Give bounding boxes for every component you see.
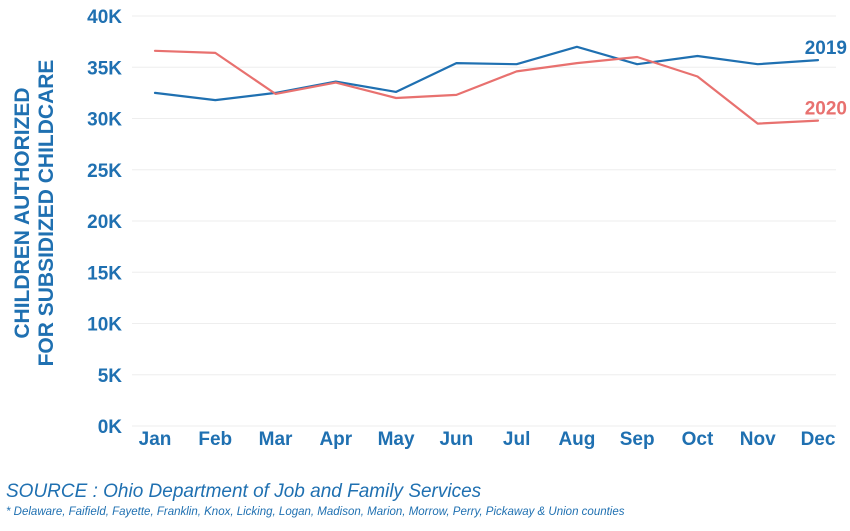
x-tick-label: Sep	[620, 429, 655, 450]
x-tick-label: Dec	[801, 429, 836, 450]
series-lines	[153, 45, 820, 125]
x-tick-label: Mar	[259, 429, 293, 450]
y-tick-label: 30K	[87, 110, 122, 131]
y-tick-label: 10K	[87, 315, 122, 336]
x-tick-label: Oct	[682, 429, 714, 450]
x-tick-label: Nov	[740, 429, 776, 450]
series-label-2019: 2019	[805, 38, 847, 59]
y-axis-ticks: 0K 5K 10K 15K 20K 25K 30K 35K 40K	[87, 7, 122, 438]
series-labels: 2019 2020	[805, 38, 847, 119]
series-line-2019	[153, 45, 820, 102]
y-axis-title-line: FOR SUBSIDIZED CHILDCARE	[35, 60, 58, 367]
counties-footnote: * Delaware, Faifield, Fayette, Franklin,…	[6, 506, 625, 518]
y-tick-label: 15K	[87, 263, 122, 284]
line-chart: 0K 5K 10K 15K 20K 25K 30K 35K 40K Jan Feb Mar Apr Ma…	[11, 7, 847, 450]
y-axis-title: CHILDREN AUTHORIZEDFOR SUBSIDIZED CHILDC…	[11, 60, 58, 367]
y-tick-label: 35K	[87, 58, 122, 79]
grid-lines	[132, 15, 836, 427]
series-line-2020	[153, 49, 820, 125]
y-tick-label: 0K	[98, 417, 123, 438]
x-tick-label: Feb	[198, 429, 232, 450]
x-tick-label: Jun	[439, 429, 473, 450]
y-axis-title-line: CHILDREN AUTHORIZED	[11, 87, 34, 338]
x-tick-label: Jul	[503, 429, 530, 450]
y-tick-label: 20K	[87, 212, 122, 233]
series-label-2020: 2020	[805, 99, 847, 120]
x-axis-ticks: Jan Feb Mar Apr May Jun Jul Aug Sep Oct Nov Dec	[139, 429, 836, 450]
x-tick-label: May	[378, 429, 415, 450]
y-tick-label: 40K	[87, 7, 122, 28]
y-tick-label: 25K	[87, 161, 122, 182]
x-tick-label: Apr	[319, 429, 352, 450]
x-tick-label: Aug	[558, 429, 595, 450]
source-note: SOURCE : Ohio Department of Job and Fami…	[6, 481, 482, 502]
y-tick-label: 5K	[98, 366, 123, 387]
x-tick-label: Jan	[139, 429, 172, 450]
